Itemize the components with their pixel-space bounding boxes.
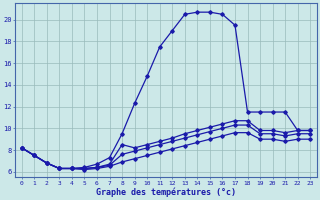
X-axis label: Graphe des températures (°c): Graphe des températures (°c) — [96, 187, 236, 197]
